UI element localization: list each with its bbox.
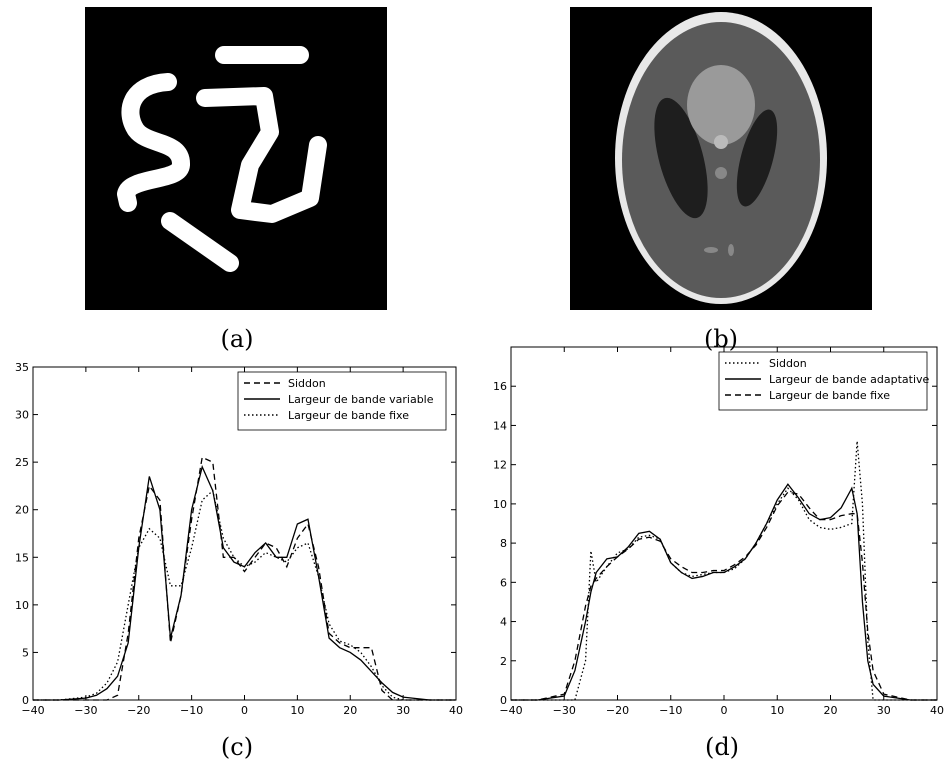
y-tick-label: 14 xyxy=(493,419,507,432)
y-tick-label: 5 xyxy=(22,646,29,659)
x-tick-label: −10 xyxy=(659,704,682,717)
y-tick-label: 35 xyxy=(15,361,29,374)
legend-box xyxy=(237,371,447,431)
image-a xyxy=(85,7,387,310)
panel-label: (c) xyxy=(221,733,253,761)
y-tick-label: 8 xyxy=(500,537,507,550)
y-tick-label: 25 xyxy=(15,456,29,469)
x-tick-label: −30 xyxy=(74,704,97,717)
x-tick-label: −20 xyxy=(127,704,150,717)
y-tick-label: 15 xyxy=(15,551,29,564)
x-tick-label: −30 xyxy=(553,704,576,717)
series-line xyxy=(511,483,937,701)
y-tick-label: 10 xyxy=(493,498,507,511)
x-tick-label: 40 xyxy=(449,704,463,717)
x-tick-label: −40 xyxy=(499,704,522,717)
image-b xyxy=(570,7,872,310)
legend-label: Siddon xyxy=(769,357,807,370)
y-tick-label: 20 xyxy=(15,504,29,517)
x-tick-label: −10 xyxy=(180,704,203,717)
x-tick-label: 10 xyxy=(290,704,304,717)
x-tick-label: −20 xyxy=(606,704,629,717)
legend-label: Largeur de bande adaptative xyxy=(769,373,930,386)
x-tick-label: 20 xyxy=(343,704,357,717)
series-line xyxy=(511,441,937,701)
y-tick-label: 16 xyxy=(493,380,507,393)
x-tick-label: 20 xyxy=(824,704,838,717)
y-tick-label: 0 xyxy=(500,694,507,707)
x-tick-label: 30 xyxy=(396,704,410,717)
panel-label: (a) xyxy=(220,325,253,353)
y-tick-label: 4 xyxy=(500,616,507,629)
panel-label: (d) xyxy=(705,733,739,761)
y-tick-label: 30 xyxy=(15,409,29,422)
x-tick-label: 0 xyxy=(721,704,728,717)
y-tick-label: 10 xyxy=(15,599,29,612)
series-line xyxy=(33,489,456,701)
x-tick-label: 10 xyxy=(770,704,784,717)
legend-label: Largeur de bande fixe xyxy=(769,389,890,402)
x-tick-label: 40 xyxy=(930,704,944,717)
series-line xyxy=(33,456,456,701)
legend-label: Largeur de bande fixe xyxy=(288,409,409,422)
y-tick-label: 12 xyxy=(493,459,507,472)
legend-box xyxy=(718,351,928,411)
legend-label: Siddon xyxy=(288,377,326,390)
series-line xyxy=(33,464,456,701)
y-tick-label: 0 xyxy=(22,694,29,707)
y-tick-label: 6 xyxy=(500,576,507,589)
panel-label: (b) xyxy=(704,325,738,353)
y-tick-label: 2 xyxy=(500,655,507,668)
x-tick-label: 30 xyxy=(877,704,891,717)
x-tick-label: 0 xyxy=(241,704,248,717)
x-tick-label: −40 xyxy=(21,704,44,717)
legend-label: Largeur de bande variable xyxy=(288,393,434,406)
